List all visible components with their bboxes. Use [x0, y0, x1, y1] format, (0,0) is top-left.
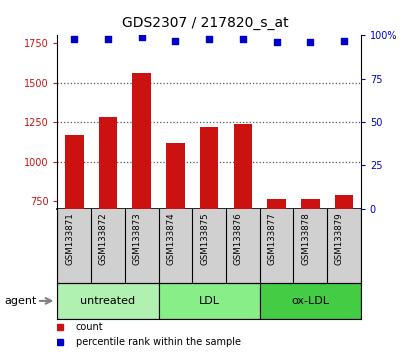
- Point: [306, 40, 313, 45]
- Point: [340, 38, 346, 44]
- Bar: [57, 283, 158, 319]
- Bar: [166, 143, 184, 209]
- Bar: [158, 283, 259, 319]
- Bar: [334, 195, 353, 209]
- Text: GSM133878: GSM133878: [301, 212, 310, 266]
- Point: [71, 36, 77, 42]
- Text: LDL: LDL: [198, 296, 219, 306]
- Text: count: count: [75, 321, 103, 332]
- Point: [172, 38, 178, 44]
- Point: [239, 36, 245, 42]
- Text: GSM133876: GSM133876: [233, 212, 242, 266]
- Text: GSM133873: GSM133873: [133, 212, 142, 266]
- Bar: [132, 73, 151, 209]
- Text: GSM133879: GSM133879: [334, 212, 343, 265]
- Bar: [259, 283, 360, 319]
- Text: GSM133872: GSM133872: [99, 212, 108, 266]
- Point: [205, 36, 212, 42]
- Bar: [199, 127, 218, 209]
- Text: percentile rank within the sample: percentile rank within the sample: [75, 337, 240, 348]
- Text: GSM133871: GSM133871: [65, 212, 74, 266]
- Text: untreated: untreated: [80, 296, 135, 306]
- Text: ox-LDL: ox-LDL: [290, 296, 328, 306]
- Point: [104, 36, 111, 42]
- Text: agent: agent: [4, 296, 36, 306]
- Bar: [300, 199, 319, 209]
- Bar: [99, 118, 117, 209]
- Text: GSM133875: GSM133875: [200, 212, 209, 266]
- Point: [272, 40, 279, 45]
- Bar: [233, 124, 252, 209]
- Text: GSM133877: GSM133877: [267, 212, 276, 266]
- Text: GDS2307 / 217820_s_at: GDS2307 / 217820_s_at: [121, 16, 288, 30]
- Bar: [267, 199, 285, 209]
- Text: GSM133874: GSM133874: [166, 212, 175, 266]
- Point: [138, 34, 145, 40]
- Bar: [65, 135, 83, 209]
